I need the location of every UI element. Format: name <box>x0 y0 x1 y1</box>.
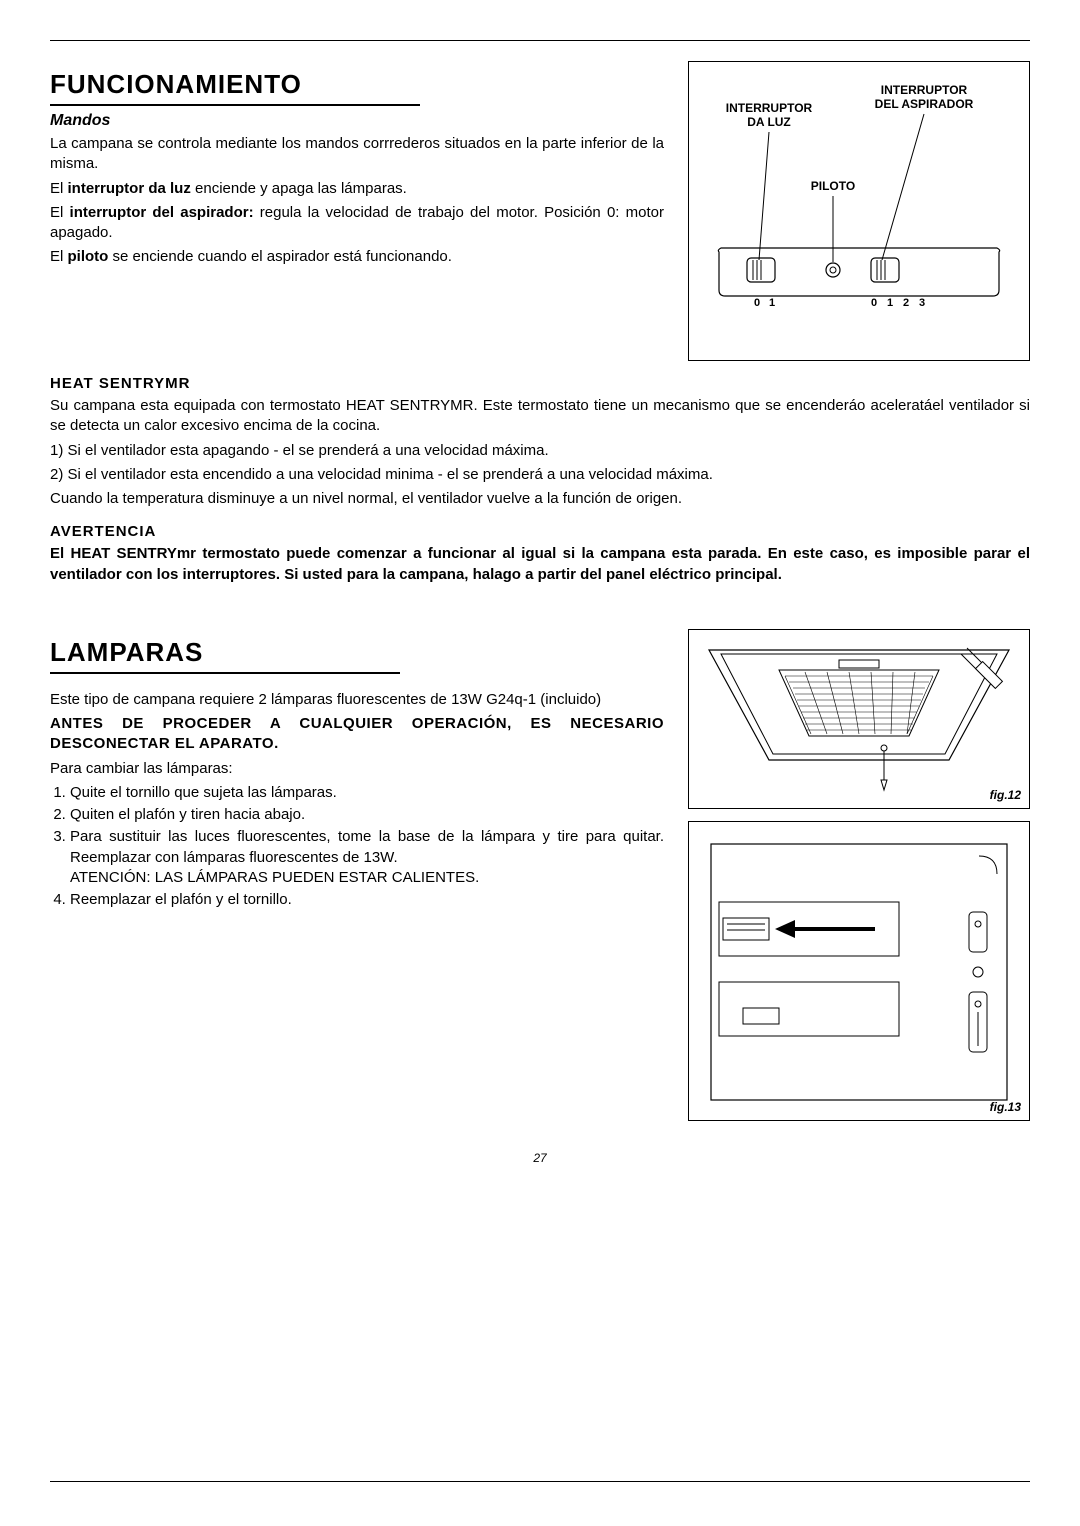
funcionamiento-row: FUNCIONAMIENTO Mandos La campana se cont… <box>50 61 1030 361</box>
bold-text: piloto <box>68 248 109 265</box>
heat-p3: 2) Si el ventilador esta encendido a una… <box>50 465 1030 485</box>
text: ATENCIÓN: LAS LÁMPARAS PUEDEN ESTAR CALI… <box>70 869 479 886</box>
svg-text:0: 0 <box>871 297 877 309</box>
text: enciende y apaga las lámparas. <box>191 180 407 197</box>
svg-text:INTERRUPTOR: INTERRUPTOR <box>726 101 813 115</box>
mandos-p1: La campana se controla mediante los mand… <box>50 134 664 175</box>
svg-text:3: 3 <box>919 297 925 309</box>
control-diagram-svg: INTERRUPTOR DA LUZ INTERRUPTOR DEL ASPIR… <box>699 72 1019 352</box>
lamp-warning: ANTES DE PROCEDER A CUALQUIER OPERACIÓN,… <box>50 714 664 755</box>
heat-heading: HEAT SENTRYMR <box>50 375 1030 392</box>
lamp-p3: Para cambiar las lámparas: <box>50 759 664 779</box>
text: El <box>50 204 70 221</box>
heat-p1: Su campana esta equipada con termostato … <box>50 396 1030 437</box>
svg-text:1: 1 <box>769 297 775 309</box>
fig13-svg <box>699 832 1019 1112</box>
text: se enciende cuando el aspirador está fun… <box>108 248 452 265</box>
fig12-label: fig.12 <box>990 788 1021 802</box>
fig13-box: fig.13 <box>688 821 1030 1121</box>
svg-text:PILOTO: PILOTO <box>811 179 855 193</box>
section-title-lamparas: LAMPARAS <box>50 637 664 668</box>
bold-text: interruptor da luz <box>68 180 191 197</box>
section-title-funcionamiento: FUNCIONAMIENTO <box>50 69 664 100</box>
svg-text:DEL ASPIRADOR: DEL ASPIRADOR <box>875 97 974 111</box>
lamp-steps: Quite el tornillo que sujeta las lámpara… <box>50 783 664 911</box>
svg-text:INTERRUPTOR: INTERRUPTOR <box>881 83 968 97</box>
title-underline <box>50 104 420 106</box>
text: El <box>50 248 68 265</box>
mandos-p2: El interruptor da luz enciende y apaga l… <box>50 179 664 199</box>
heat-p4: Cuando la temperatura disminuye a un niv… <box>50 489 1030 509</box>
svg-text:1: 1 <box>887 297 893 309</box>
fig12-svg <box>699 640 1019 800</box>
mandos-p3: El interruptor del aspirador: regula la … <box>50 203 664 244</box>
heat-p2: 1) Si el ventilador esta apagando - el s… <box>50 441 1030 461</box>
svg-text:2: 2 <box>903 297 909 309</box>
svg-text:0: 0 <box>754 297 760 309</box>
text: Para sustituir las luces fluorescentes, … <box>70 828 664 865</box>
svg-text:DA LUZ: DA LUZ <box>747 115 791 129</box>
mandos-p4: El piloto se enciende cuando el aspirado… <box>50 247 664 267</box>
warning-heading: AVERTENCIA <box>50 523 1030 540</box>
lamparas-row: LAMPARAS Este tipo de campana requiere 2… <box>50 629 1030 1121</box>
lamp-step-3: Para sustituir las luces fluorescentes, … <box>70 827 664 888</box>
title-underline-2 <box>50 672 400 674</box>
lamp-p1: Este tipo de campana requiere 2 lámparas… <box>50 690 664 710</box>
lamp-figures: fig.12 <box>688 629 1030 1121</box>
control-diagram-box: INTERRUPTOR DA LUZ INTERRUPTOR DEL ASPIR… <box>688 61 1030 361</box>
fig13-label: fig.13 <box>990 1100 1021 1114</box>
fig12-box: fig.12 <box>688 629 1030 809</box>
lamp-step-4: Reemplazar el plafón y el tornillo. <box>70 890 664 910</box>
manual-page: FUNCIONAMIENTO Mandos La campana se cont… <box>50 40 1030 1482</box>
lamparas-text: LAMPARAS Este tipo de campana requiere 2… <box>50 629 664 1121</box>
lamp-step-2: Quiten el plafón y tiren hacia abajo. <box>70 805 664 825</box>
page-number: 27 <box>50 1151 1030 1165</box>
spacer <box>50 589 1030 629</box>
funcionamiento-text: FUNCIONAMIENTO Mandos La campana se cont… <box>50 61 664 361</box>
text: El <box>50 180 68 197</box>
control-diagram: INTERRUPTOR DA LUZ INTERRUPTOR DEL ASPIR… <box>688 61 1030 361</box>
warning-text: El HEAT SENTRYmr termostato puede comenz… <box>50 544 1030 585</box>
bold-text: interruptor del aspirador: <box>70 204 254 221</box>
mandos-heading: Mandos <box>50 112 664 130</box>
lamp-step-1: Quite el tornillo que sujeta las lámpara… <box>70 783 664 803</box>
